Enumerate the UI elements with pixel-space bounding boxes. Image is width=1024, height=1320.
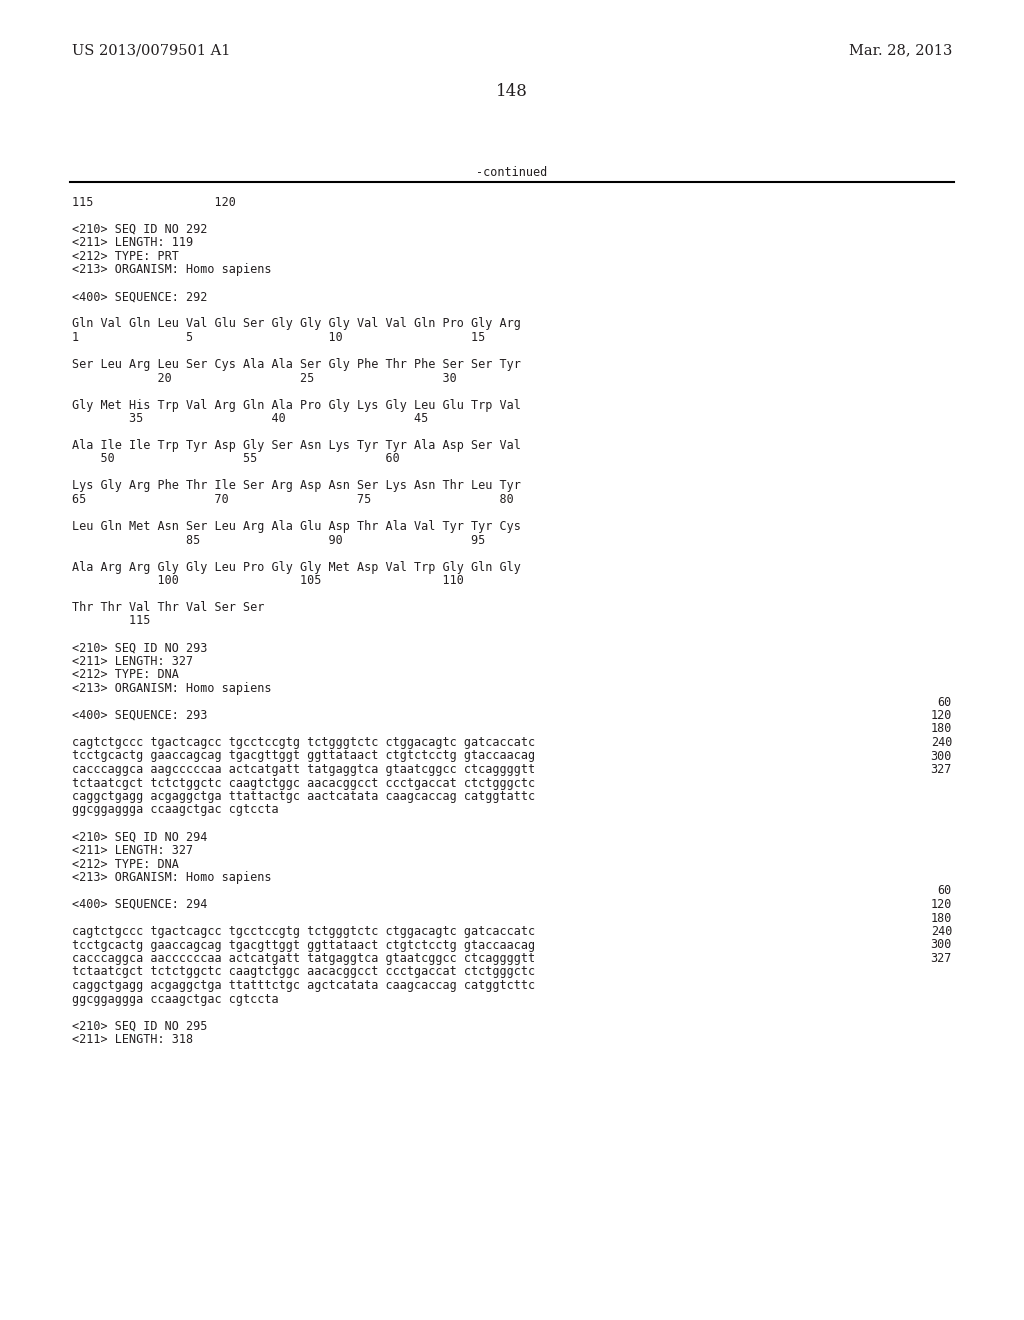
Text: 327: 327 [931, 763, 952, 776]
Text: Leu Gln Met Asn Ser Leu Arg Ala Glu Asp Thr Ala Val Tyr Tyr Cys: Leu Gln Met Asn Ser Leu Arg Ala Glu Asp … [72, 520, 521, 533]
Text: Gly Met His Trp Val Arg Gln Ala Pro Gly Lys Gly Leu Glu Trp Val: Gly Met His Trp Val Arg Gln Ala Pro Gly … [72, 399, 521, 412]
Text: <210> SEQ ID NO 293: <210> SEQ ID NO 293 [72, 642, 208, 655]
Text: <212> TYPE: PRT: <212> TYPE: PRT [72, 249, 179, 263]
Text: <212> TYPE: DNA: <212> TYPE: DNA [72, 858, 179, 870]
Text: <400> SEQUENCE: 293: <400> SEQUENCE: 293 [72, 709, 208, 722]
Text: Mar. 28, 2013: Mar. 28, 2013 [849, 44, 952, 57]
Text: Thr Thr Val Thr Val Ser Ser: Thr Thr Val Thr Val Ser Ser [72, 601, 264, 614]
Text: Gln Val Gln Leu Val Glu Ser Gly Gly Gly Val Val Gln Pro Gly Arg: Gln Val Gln Leu Val Glu Ser Gly Gly Gly … [72, 318, 521, 330]
Text: cacccaggca aagcccccaa actcatgatt tatgaggtca gtaatcggcc ctcaggggtt: cacccaggca aagcccccaa actcatgatt tatgagg… [72, 763, 536, 776]
Text: 60: 60 [938, 696, 952, 709]
Text: 120: 120 [931, 709, 952, 722]
Text: tctaatcgct tctctggctc caagtctggc aacacggcct ccctgaccat ctctgggctc: tctaatcgct tctctggctc caagtctggc aacacgg… [72, 965, 536, 978]
Text: <212> TYPE: DNA: <212> TYPE: DNA [72, 668, 179, 681]
Text: 35                  40                  45: 35 40 45 [72, 412, 428, 425]
Text: <213> ORGANISM: Homo sapiens: <213> ORGANISM: Homo sapiens [72, 682, 271, 696]
Text: caggctgagg acgaggctga ttattactgc aactcatata caagcaccag catggtattc: caggctgagg acgaggctga ttattactgc aactcat… [72, 789, 536, 803]
Text: 115                 120: 115 120 [72, 195, 236, 209]
Text: <210> SEQ ID NO 292: <210> SEQ ID NO 292 [72, 223, 208, 236]
Text: 20                  25                  30: 20 25 30 [72, 371, 457, 384]
Text: tctaatcgct tctctggctc caagtctggc aacacggcct ccctgaccat ctctgggctc: tctaatcgct tctctggctc caagtctggc aacacgg… [72, 776, 536, 789]
Text: <213> ORGANISM: Homo sapiens: <213> ORGANISM: Homo sapiens [72, 264, 271, 276]
Text: -continued: -continued [476, 165, 548, 178]
Text: cacccaggca aaccccccaa actcatgatt tatgaggtca gtaatcggcc ctcaggggtt: cacccaggca aaccccccaa actcatgatt tatgagg… [72, 952, 536, 965]
Text: <400> SEQUENCE: 294: <400> SEQUENCE: 294 [72, 898, 208, 911]
Text: 1               5                   10                  15: 1 5 10 15 [72, 331, 485, 345]
Text: 180: 180 [931, 912, 952, 924]
Text: Ala Ile Ile Trp Tyr Asp Gly Ser Asn Lys Tyr Tyr Ala Asp Ser Val: Ala Ile Ile Trp Tyr Asp Gly Ser Asn Lys … [72, 440, 521, 451]
Text: ggcggaggga ccaagctgac cgtccta: ggcggaggga ccaagctgac cgtccta [72, 993, 279, 1006]
Text: 180: 180 [931, 722, 952, 735]
Text: 148: 148 [496, 83, 528, 100]
Text: cagtctgccc tgactcagcc tgcctccgtg tctgggtctc ctggacagtc gatcaccatc: cagtctgccc tgactcagcc tgcctccgtg tctgggt… [72, 925, 536, 939]
Text: 115: 115 [72, 615, 151, 627]
Text: cagtctgccc tgactcagcc tgcctccgtg tctgggtctc ctggacagtc gatcaccatc: cagtctgccc tgactcagcc tgcctccgtg tctgggt… [72, 737, 536, 748]
Text: 327: 327 [931, 952, 952, 965]
Text: tcctgcactg gaaccagcag tgacgttggt ggttataact ctgtctcctg gtaccaacag: tcctgcactg gaaccagcag tgacgttggt ggttata… [72, 939, 536, 952]
Text: 50                  55                  60: 50 55 60 [72, 453, 399, 466]
Text: Ser Leu Arg Leu Ser Cys Ala Ala Ser Gly Phe Thr Phe Ser Ser Tyr: Ser Leu Arg Leu Ser Cys Ala Ala Ser Gly … [72, 358, 521, 371]
Text: <210> SEQ ID NO 294: <210> SEQ ID NO 294 [72, 830, 208, 843]
Text: <210> SEQ ID NO 295: <210> SEQ ID NO 295 [72, 1019, 208, 1032]
Text: 100                 105                 110: 100 105 110 [72, 574, 464, 587]
Text: <211> LENGTH: 327: <211> LENGTH: 327 [72, 843, 194, 857]
Text: <211> LENGTH: 119: <211> LENGTH: 119 [72, 236, 194, 249]
Text: caggctgagg acgaggctga ttatttctgc agctcatata caagcaccag catggtcttc: caggctgagg acgaggctga ttatttctgc agctcat… [72, 979, 536, 993]
Text: 300: 300 [931, 750, 952, 763]
Text: US 2013/0079501 A1: US 2013/0079501 A1 [72, 44, 230, 57]
Text: 85                  90                  95: 85 90 95 [72, 533, 485, 546]
Text: Lys Gly Arg Phe Thr Ile Ser Arg Asp Asn Ser Lys Asn Thr Leu Tyr: Lys Gly Arg Phe Thr Ile Ser Arg Asp Asn … [72, 479, 521, 492]
Text: ggcggaggga ccaagctgac cgtccta: ggcggaggga ccaagctgac cgtccta [72, 804, 279, 817]
Text: 120: 120 [931, 898, 952, 911]
Text: <400> SEQUENCE: 292: <400> SEQUENCE: 292 [72, 290, 208, 304]
Text: 60: 60 [938, 884, 952, 898]
Text: 240: 240 [931, 925, 952, 939]
Text: Ala Arg Arg Gly Gly Leu Pro Gly Gly Met Asp Val Trp Gly Gln Gly: Ala Arg Arg Gly Gly Leu Pro Gly Gly Met … [72, 561, 521, 573]
Text: 240: 240 [931, 737, 952, 748]
Text: <211> LENGTH: 318: <211> LENGTH: 318 [72, 1034, 194, 1045]
Text: tcctgcactg gaaccagcag tgacgttggt ggttataact ctgtctcctg gtaccaacag: tcctgcactg gaaccagcag tgacgttggt ggttata… [72, 750, 536, 763]
Text: <213> ORGANISM: Homo sapiens: <213> ORGANISM: Homo sapiens [72, 871, 271, 884]
Text: <211> LENGTH: 327: <211> LENGTH: 327 [72, 655, 194, 668]
Text: 300: 300 [931, 939, 952, 952]
Text: 65                  70                  75                  80: 65 70 75 80 [72, 492, 514, 506]
